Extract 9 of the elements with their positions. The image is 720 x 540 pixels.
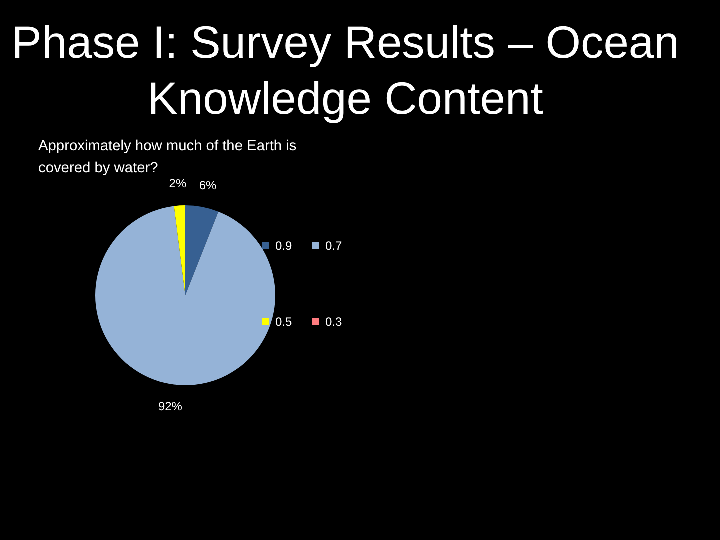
data-label: 6% bbox=[199, 178, 217, 192]
data-label: 2% bbox=[169, 176, 187, 191]
legend-label: 0.9 bbox=[276, 239, 293, 253]
chart-title: Phase I: Survey Results – Ocean Knowledge Content bbox=[12, 17, 680, 124]
legend-label: 0.5 bbox=[276, 315, 293, 329]
legend-label: 0.3 bbox=[326, 315, 343, 329]
legend-label: 0.7 bbox=[326, 239, 343, 253]
data-label: 92% bbox=[158, 400, 183, 414]
chart-subtitle: Approximately how much of the Earth is covered by water? bbox=[38, 138, 297, 176]
